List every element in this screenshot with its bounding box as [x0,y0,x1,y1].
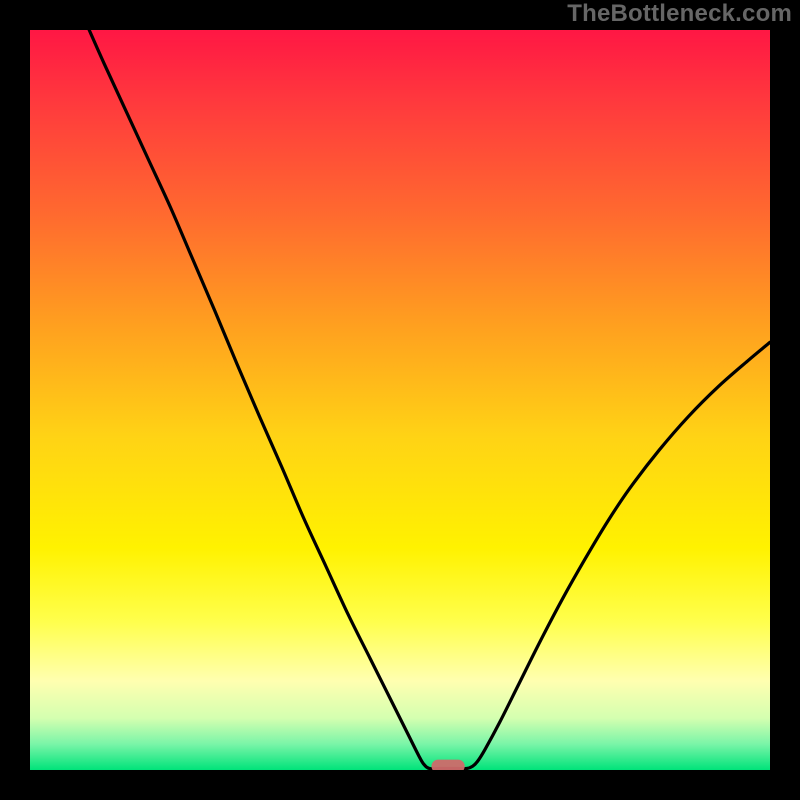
plot-area [30,30,770,770]
chart-svg [30,30,770,770]
watermark-text: TheBottleneck.com [567,0,792,28]
minimum-marker [431,760,464,770]
chart-container: TheBottleneck.com [0,0,800,800]
